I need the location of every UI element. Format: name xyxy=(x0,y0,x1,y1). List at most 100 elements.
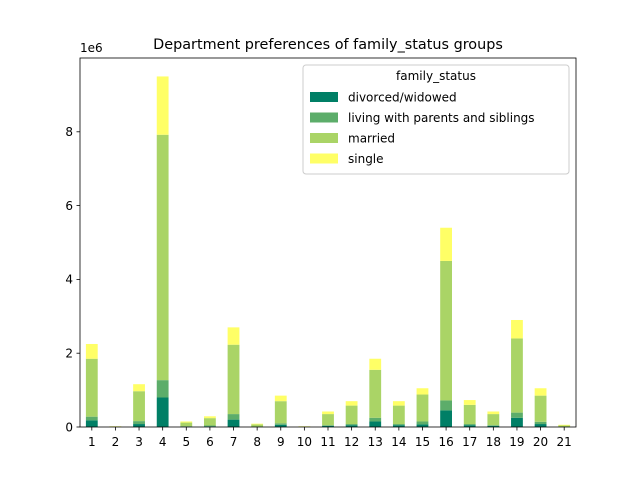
x-tick-label: 14 xyxy=(391,435,406,449)
x-tick-label: 4 xyxy=(159,435,167,449)
x-tick-label: 9 xyxy=(277,435,285,449)
x-tick-label: 2 xyxy=(112,435,120,449)
bar-segment xyxy=(85,343,98,359)
bar-segment xyxy=(440,227,452,261)
bar-segment xyxy=(487,425,500,427)
x-tick-label: 17 xyxy=(462,435,477,449)
bar-segment xyxy=(440,400,452,411)
legend-label: single xyxy=(348,152,384,166)
bar-segment xyxy=(204,416,216,419)
series-2 xyxy=(85,380,547,427)
bar-segment xyxy=(487,414,500,426)
x-tick-label: 16 xyxy=(438,435,453,449)
bar-segment xyxy=(133,391,145,422)
bar-segment xyxy=(322,411,334,415)
legend-swatch xyxy=(310,112,338,123)
bar-segment xyxy=(416,394,429,422)
x-tick-label: 20 xyxy=(533,435,548,449)
legend-swatch xyxy=(310,153,338,164)
bar-segment xyxy=(345,405,358,425)
bar-segment xyxy=(463,424,476,426)
legend-swatch xyxy=(310,133,338,143)
x-tick-label: 1 xyxy=(88,435,96,449)
x-tick-label: 19 xyxy=(509,435,524,449)
legend-label: divorced/widowed xyxy=(348,91,457,105)
bar-segment xyxy=(369,358,382,370)
y-axis-offset-label: 1e6 xyxy=(80,41,103,55)
x-tick-label: 3 xyxy=(135,435,143,449)
bar-segment xyxy=(227,327,240,345)
bar-segment xyxy=(204,418,216,426)
bar-segment xyxy=(463,400,476,405)
x-tick-label: 11 xyxy=(320,435,335,449)
bar-segment xyxy=(487,411,500,415)
x-tick-label: 18 xyxy=(486,435,501,449)
bar-segment xyxy=(156,76,169,135)
bar-segment xyxy=(274,423,287,425)
bar-segment xyxy=(558,424,571,426)
bar-segment xyxy=(392,405,405,425)
bar-segment xyxy=(416,424,429,427)
bar-segment xyxy=(440,260,452,401)
bar-segment xyxy=(274,401,287,424)
bar-segment xyxy=(227,414,240,420)
y-tick-label: 0 xyxy=(65,420,73,434)
bar-segment xyxy=(345,424,358,426)
bar-segment xyxy=(156,134,169,381)
bar-segment xyxy=(463,425,476,427)
legend-title: family_status xyxy=(396,69,476,83)
bar-segment xyxy=(534,395,547,422)
legend-label: married xyxy=(348,132,395,146)
bar-segment xyxy=(511,417,523,427)
bar-segment xyxy=(463,404,476,425)
x-tick-label: 7 xyxy=(230,435,238,449)
bar-segment xyxy=(251,423,264,425)
bar-segment xyxy=(85,416,98,421)
bar-segment xyxy=(369,369,382,418)
bar-segment xyxy=(180,422,193,427)
bar-segment xyxy=(534,421,547,425)
y-tick-label: 2 xyxy=(65,347,73,361)
bar-segment xyxy=(487,425,500,426)
bar-segment xyxy=(227,419,240,427)
bar-segment xyxy=(369,417,382,422)
bar-segment xyxy=(558,425,571,427)
x-tick-label: 8 xyxy=(253,435,261,449)
x-tick-label: 12 xyxy=(344,435,359,449)
y-tick-label: 4 xyxy=(65,273,73,287)
bar-segment xyxy=(392,424,405,426)
x-tick-label: 15 xyxy=(415,435,430,449)
bar-segment xyxy=(156,380,169,398)
series-3 xyxy=(85,134,571,427)
legend: family_status divorced/widowed living with… xyxy=(302,64,570,175)
bar-segment xyxy=(369,421,382,427)
bar-segment xyxy=(274,424,287,427)
bar-segment xyxy=(156,397,169,427)
x-tick-label: 21 xyxy=(557,435,572,449)
legend-swatch xyxy=(310,92,338,102)
bar-segment xyxy=(322,425,334,427)
bar-segment xyxy=(392,425,405,427)
y-tick-label: 8 xyxy=(65,125,73,139)
legend-label: living with parents and siblings xyxy=(348,111,535,125)
bar-segment xyxy=(534,424,547,427)
bar-segment xyxy=(274,395,287,402)
bar-segment xyxy=(511,412,523,418)
x-tick-label: 13 xyxy=(368,435,383,449)
series-4 xyxy=(85,76,571,427)
bar-segment xyxy=(204,425,216,427)
bar-segment xyxy=(133,424,145,427)
bar-segment xyxy=(180,421,193,423)
x-tick-label: 5 xyxy=(182,435,190,449)
bar-segment xyxy=(227,344,240,415)
bar-segment xyxy=(322,425,334,426)
x-tick-label: 10 xyxy=(297,435,312,449)
bar-segment xyxy=(392,401,405,406)
bar-segment xyxy=(440,410,452,427)
x-tick-label: 6 xyxy=(206,435,214,449)
y-tick-label: 6 xyxy=(65,199,73,213)
bar-segment xyxy=(133,421,145,425)
bar-segment xyxy=(133,384,145,392)
chart-title: Department preferences of family_status … xyxy=(153,37,503,53)
